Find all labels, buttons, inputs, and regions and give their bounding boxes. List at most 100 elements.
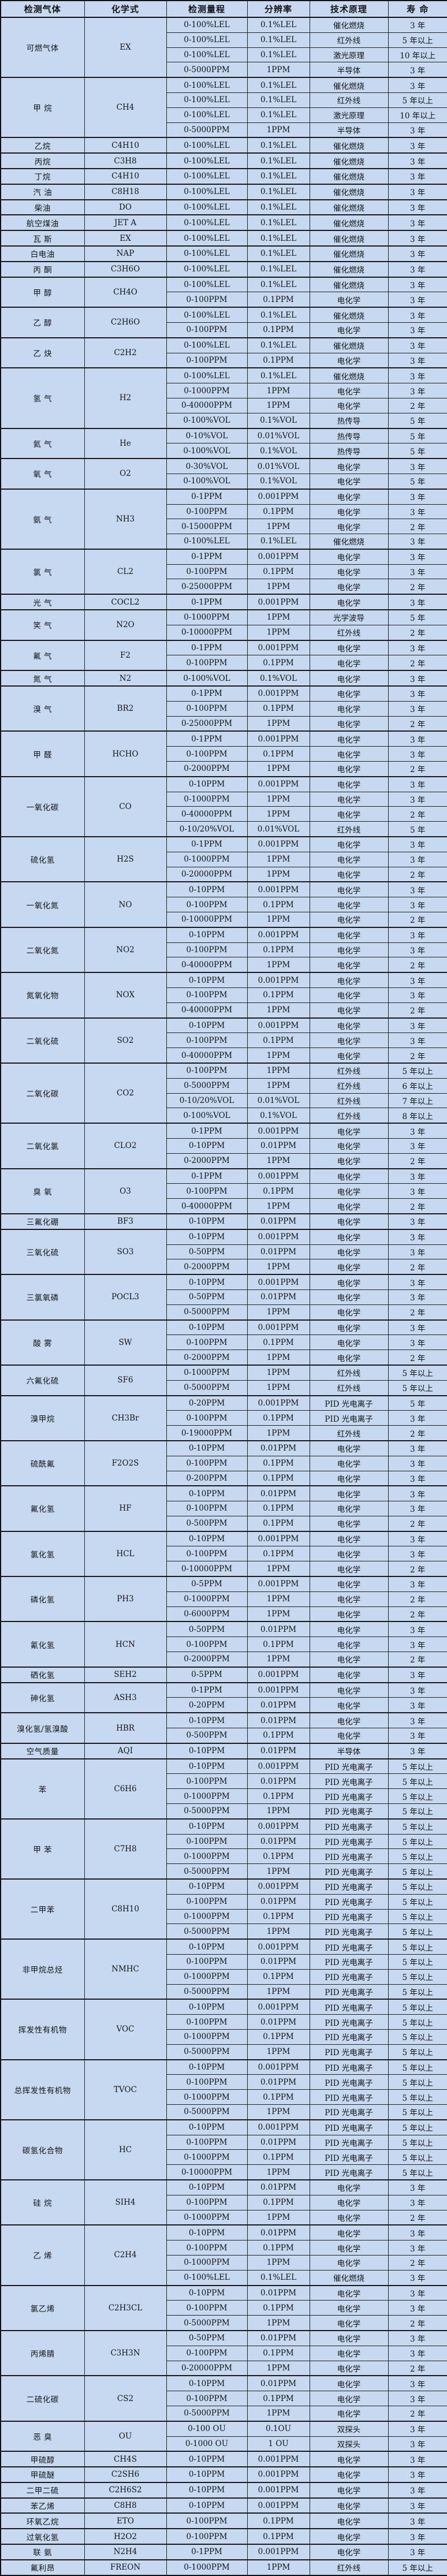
range-cell: 0-100PPM: [166, 2345, 248, 2361]
table-row: 二氧化氮 NO2 0-10PPM 0.001PPM 电化学 3 年: [0, 926, 447, 973]
principle-cell: PID 光电离子: [309, 2134, 389, 2150]
resolution-cell: 1PPM: [247, 791, 310, 807]
resolution-cell: 0.001PPM: [247, 1228, 310, 1245]
gas-name-cell: 乙 烯: [0, 2224, 85, 2286]
range-cell: 0-100PPM: [166, 2074, 248, 2090]
gas-name-cell: 二甲苯: [0, 1878, 85, 1940]
resolution-cell: 1PPM: [247, 1561, 310, 1577]
lifespan-cell: 3 年: [388, 152, 447, 169]
resolution-cell: 0.001PPM: [247, 2466, 310, 2483]
gas-name-cell: 柴油: [0, 199, 85, 215]
range-cell: 0-1000PPM: [166, 2089, 248, 2105]
lifespan-cell: 5 年以上: [388, 1773, 447, 1790]
table-row: 0-5000PPM 1PPM 电化学 2 年: [1, 1304, 447, 1321]
lifespan-cell: 5 年以上: [388, 1818, 447, 1835]
table-row: 氯 气 CL2 0-1PPM 0.001PPM 电化学 3 年: [0, 548, 447, 595]
gas-name-cell: 甲 醇: [0, 276, 85, 308]
resolution-cell: 0.1PPM: [247, 2149, 310, 2165]
lifespan-cell: 6 年以上: [388, 1078, 447, 1094]
principle-cell: 电化学: [309, 806, 389, 822]
table-row: 0-100PPM 0.1PPM 电化学 3 年: [1, 2345, 447, 2361]
range-cell: 0-100%LEL: [166, 199, 248, 215]
formula-cell: HC: [84, 2119, 167, 2180]
range-cell: 0-1000PPM: [166, 791, 248, 807]
gas-name-cell: 氯乙烯: [0, 2284, 85, 2331]
formula-cell: H2S: [84, 836, 167, 882]
range-cell: 0-1000PPM: [166, 2559, 248, 2576]
lifespan-cell: 5 年以上: [388, 2104, 447, 2120]
gas-name-cell: 苯: [0, 1758, 85, 1820]
table-row: 甲硫醇 CH4S 0-10PPM 0.001PPM 电化学 3 年: [0, 2451, 447, 2467]
range-cell: 0-10PPM: [166, 1319, 248, 1336]
lifespan-cell: 5 年以上: [388, 32, 447, 48]
table-row: 瓦 斯 EX 0-100%LEL 0.1%LEL 催化燃烧 3 年: [0, 230, 447, 247]
lifespan-cell: 2 年: [388, 715, 447, 732]
range-cell: 0-100%LEL: [166, 307, 248, 323]
resolution-cell: 0.1PPM: [247, 1501, 310, 1516]
principle-cell: 电化学: [309, 1002, 389, 1019]
gas-name-cell: 二甲二硫: [0, 2481, 85, 2499]
formula-cell: C8H10: [84, 1878, 167, 1940]
formula-cell: N2O: [84, 609, 167, 641]
gas-name-cell: 苯乙烯: [0, 2497, 85, 2514]
lifespan-cell: 3 年: [388, 276, 447, 293]
formula-cell: O3: [84, 1168, 167, 1214]
principle-cell: 电化学: [309, 548, 389, 565]
table-row: 0-1000PPM 1PPM 电化学 2 年: [1, 2209, 447, 2225]
range-cell: 0-1000PPM: [166, 1908, 248, 1925]
principle-cell: 催化燃烧: [309, 167, 389, 185]
lifespan-cell: 3 年: [388, 2512, 447, 2529]
range-cell: 0-1PPM: [166, 836, 248, 852]
principle-cell: 电化学: [309, 1652, 389, 1668]
principle-cell: 电化学: [309, 2466, 389, 2483]
resolution-cell: 0.1PPM: [247, 1183, 310, 1199]
range-cell: 0-5PPM: [166, 1576, 248, 1592]
table-row: 0-100PPM 0.1PPM 电化学 3 年: [1, 987, 447, 1003]
lifespan-cell: 3 年: [388, 1742, 447, 1759]
formula-cell: NMHC: [84, 1938, 167, 2000]
table-row: 乙烷 C4H10 0-100%LEL 0.1%LEL 催化燃烧 3 年: [0, 137, 447, 154]
formula-cell: NAP: [84, 245, 167, 262]
principle-cell: 催化燃烧: [309, 77, 389, 93]
principle-cell: 电化学: [309, 746, 389, 762]
table-row: 0-100PPM 0.1PPM 电化学 3 年: [1, 1032, 447, 1049]
table-row: 0-5000PPM 1PPM 红外线 6 年以上: [1, 1078, 447, 1094]
table-row: 溴化氢/氢溴酸 HBR 0-10PPM 0.01PPM 电化学 3 年: [0, 1712, 447, 1744]
resolution-cell: 0.001PPM: [247, 776, 310, 792]
principle-cell: 电化学: [309, 2391, 389, 2406]
range-cell: 0-10PPM: [166, 1213, 248, 1230]
lifespan-cell: 5 年以上: [388, 2014, 447, 2030]
resolution-cell: 0.01PPM: [247, 2329, 310, 2346]
gas-name-cell: 一氧化氮: [0, 881, 85, 928]
formula-cell: H2: [84, 367, 167, 429]
range-cell: 0-1PPM: [166, 685, 248, 702]
header-range: 检测量程: [166, 0, 248, 18]
principle-cell: PID 光电离子: [309, 1969, 389, 1985]
range-cell: 0-1000PPM: [166, 2029, 248, 2045]
range-cell: 0-1PPM: [166, 639, 248, 656]
table-row: 0-1000PPM 1PPM 电化学 2 年: [1, 2254, 447, 2271]
resolution-cell: 1PPM: [247, 122, 310, 138]
principle-cell: 电化学: [309, 292, 389, 308]
resolution-cell: 0.1PPM: [247, 2512, 310, 2529]
principle-cell: 电化学: [309, 1138, 389, 1154]
table-row: 氮 气 N2 0-100%VOL 0.1%VOL 电化学 3 年: [0, 670, 447, 687]
resolution-cell: 1PPM: [247, 1425, 310, 1441]
principle-cell: 电化学: [309, 776, 389, 792]
range-cell: 0-10PPM: [166, 2451, 248, 2467]
formula-cell: F2O2S: [84, 1440, 167, 1486]
formula-cell: PH3: [84, 1576, 167, 1622]
range-cell: 0-100PPM: [166, 292, 248, 308]
resolution-cell: 0.1%LEL: [247, 137, 310, 154]
range-cell: 0-10PPM: [166, 2284, 248, 2301]
principle-cell: 电化学: [309, 322, 389, 338]
range-cell: 0-500PPM: [166, 1515, 248, 1532]
lifespan-cell: 3 年: [388, 292, 447, 308]
table-row: 空气质量 AQI 0-10PPM 0.01PPM 半导体 3 年: [0, 1742, 447, 1759]
lifespan-cell: 2 年: [388, 912, 447, 928]
table-row: 可燃气体 EX 0-100%LEL 0.1%LEL 催化燃烧 3 年: [0, 16, 447, 78]
resolution-cell: 0.1PPM: [247, 2391, 310, 2406]
table-row: 0-5000PPM 1PPM PID 光电离子 5 年以上: [1, 2044, 447, 2060]
range-cell: 0-10/20%VOL: [166, 821, 248, 837]
range-cell: 0-100%LEL: [166, 245, 248, 262]
